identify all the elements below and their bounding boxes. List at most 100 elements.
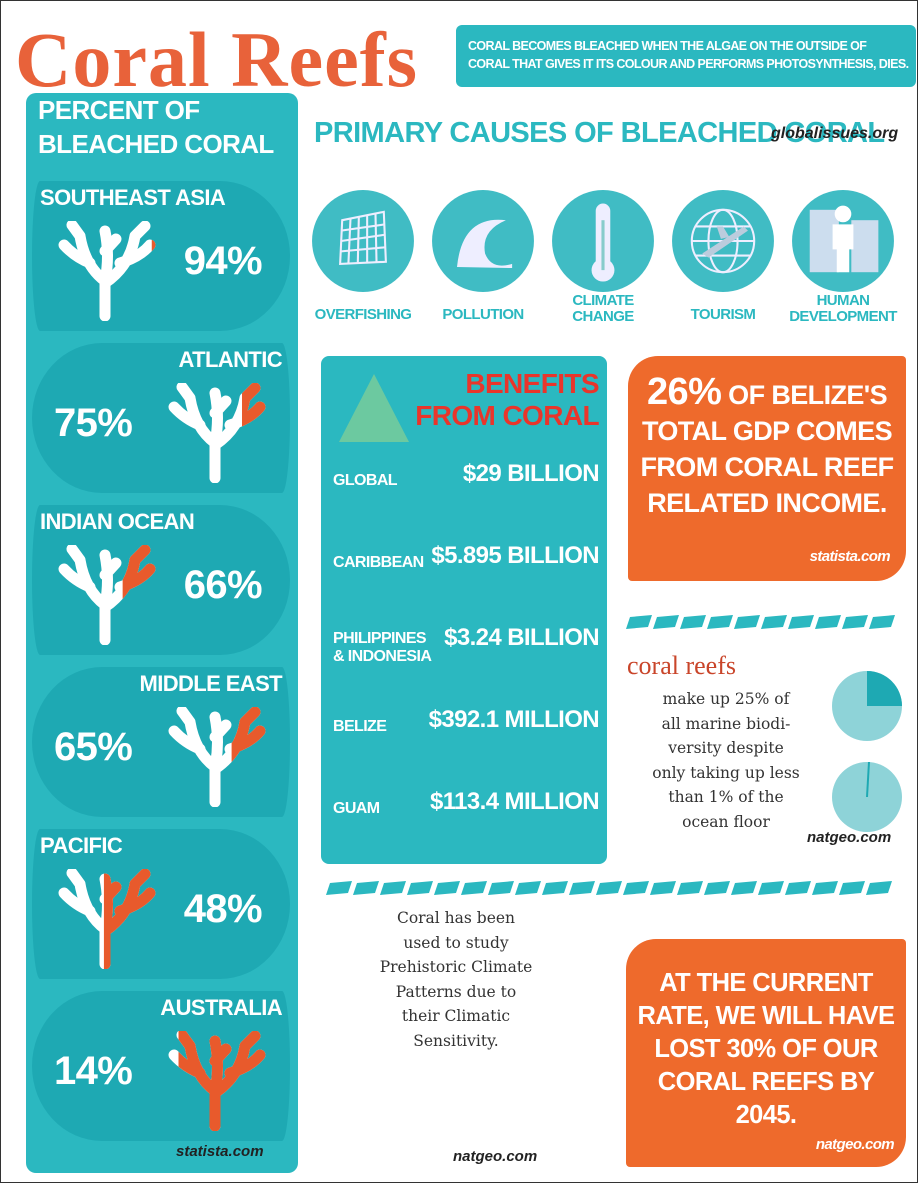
divider-tile	[515, 881, 541, 895]
region-label: BELIZE	[333, 718, 386, 736]
coral-icon	[160, 383, 272, 483]
text-line: make up 25% of	[616, 687, 836, 712]
label-line: PHILIPPINES	[333, 630, 431, 648]
region-percent: 75%	[54, 401, 132, 446]
divider-tile	[758, 881, 784, 895]
text-line: versity despite	[616, 736, 836, 761]
text-line: RATE, WE WILL HAVE	[626, 1000, 906, 1033]
region-name: MIDDLE EAST	[139, 671, 282, 697]
text-line: used to study	[336, 931, 576, 956]
icon-circle	[312, 190, 414, 292]
coral-icon	[160, 707, 272, 807]
divider	[626, 613, 911, 633]
divider-tile	[434, 881, 460, 895]
divider-tile	[326, 881, 352, 895]
source: natgeo.com	[816, 1128, 894, 1161]
cause-icon	[671, 189, 775, 293]
text-line: ocean floor	[616, 810, 836, 835]
bleached-title: PERCENT OF BLEACHED CORAL	[38, 93, 274, 161]
region-card: ATLANTIC 75%	[32, 343, 290, 493]
title: Coral Reefs	[15, 15, 418, 105]
label-line: HUMAN	[783, 293, 903, 309]
cause-label: TOURISM	[663, 307, 783, 323]
text-line: their Climatic	[336, 1004, 576, 1029]
note-line: CORAL THAT GIVES IT ITS COLOUR AND PERFO…	[468, 55, 916, 73]
divider-tile	[569, 881, 595, 895]
label-line: TOURISM	[663, 307, 783, 323]
divider-tile	[866, 881, 892, 895]
divider-tile	[677, 881, 703, 895]
label-line: OVERFISHING	[303, 307, 423, 323]
region-name: INDIAN OCEAN	[40, 509, 194, 535]
bleached-panel: PERCENT OF BLEACHED CORAL statista.com S…	[26, 93, 298, 1173]
title-line: BENEFITS	[415, 368, 599, 400]
divider-tile	[623, 881, 649, 895]
text-line: Prehistoric Climate	[336, 955, 576, 980]
divider-tile	[407, 881, 433, 895]
divider-tile	[761, 615, 787, 629]
divider-tile	[380, 881, 406, 895]
text-line: TOTAL GDP COMES	[628, 413, 906, 449]
region-name: PACIFIC	[40, 833, 122, 859]
divider-tile	[596, 881, 622, 895]
divider-tile	[461, 881, 487, 895]
label-line: DEVELOPMENT	[783, 309, 903, 325]
divider-tile	[353, 881, 379, 895]
text-line: AT THE CURRENT	[626, 967, 906, 1000]
divider-tile	[734, 615, 760, 629]
label-line: BELIZE	[333, 718, 386, 736]
divider-tile	[812, 881, 838, 895]
text-line: FROM CORAL REEF	[628, 449, 906, 485]
region-name: ATLANTIC	[178, 347, 282, 373]
text-line: Patterns due to	[336, 980, 576, 1005]
note-line: CORAL BECOMES BLEACHED WHEN THE ALGAE ON…	[468, 37, 916, 55]
cause-icon	[791, 189, 895, 293]
divider-tile	[842, 615, 868, 629]
region-name: SOUTHEAST ASIA	[40, 185, 225, 211]
divider-tile	[839, 881, 865, 895]
text-line: only taking up less	[616, 761, 836, 786]
divider-tile	[788, 615, 814, 629]
coral-icon	[160, 1031, 272, 1131]
benefit-value: $3.24 BILLION	[444, 624, 599, 652]
source: globalissues.org	[771, 125, 898, 143]
text-line: OF BELIZE'S	[728, 380, 887, 410]
divider	[326, 879, 911, 899]
text-line: RELATED INCOME.	[628, 485, 906, 521]
source: natgeo.com	[453, 1148, 537, 1165]
region-percent: 66%	[184, 563, 262, 608]
benefit-value: $113.4 MILLION	[430, 788, 599, 816]
cause-icon	[311, 189, 415, 293]
belize-box: 26% OF BELIZE'S TOTAL GDP COMES FROM COR…	[628, 356, 906, 581]
coral	[64, 225, 150, 316]
coral-icon	[50, 545, 162, 645]
region-label: GUAM	[333, 800, 379, 818]
region-label: PHILIPPINES& INDONESIA	[333, 630, 431, 666]
coral-icon	[50, 221, 162, 321]
label-line: POLLUTION	[423, 307, 543, 323]
benefit-value: $29 BILLION	[463, 460, 599, 488]
divider-tile	[731, 881, 757, 895]
region-name: AUSTRALIA	[160, 995, 282, 1021]
region-card: AUSTRALIA 14%	[32, 991, 290, 1141]
text-line: Coral has been	[336, 906, 576, 931]
heading: coral reefs	[627, 651, 736, 681]
region-label: GLOBAL	[333, 472, 397, 490]
region-percent: 14%	[54, 1049, 132, 1094]
label-line: CARIBBEAN	[333, 554, 424, 572]
region-card: MIDDLE EAST 65%	[32, 667, 290, 817]
region-label: CARIBBEAN	[333, 554, 424, 572]
cause-label: CLIMATECHANGE	[543, 293, 663, 325]
title-line: PERCENT OF	[38, 93, 274, 127]
benefit-value: $392.1 MILLION	[429, 706, 599, 734]
cause-label: POLLUTION	[423, 307, 543, 323]
source: natgeo.com	[807, 829, 891, 846]
region-percent: 94%	[184, 239, 262, 284]
region-percent: 65%	[54, 725, 132, 770]
divider-tile	[785, 881, 811, 895]
region-card: PACIFIC48%	[32, 829, 290, 979]
divider-tile	[488, 881, 514, 895]
highlight: 26%	[647, 371, 721, 413]
